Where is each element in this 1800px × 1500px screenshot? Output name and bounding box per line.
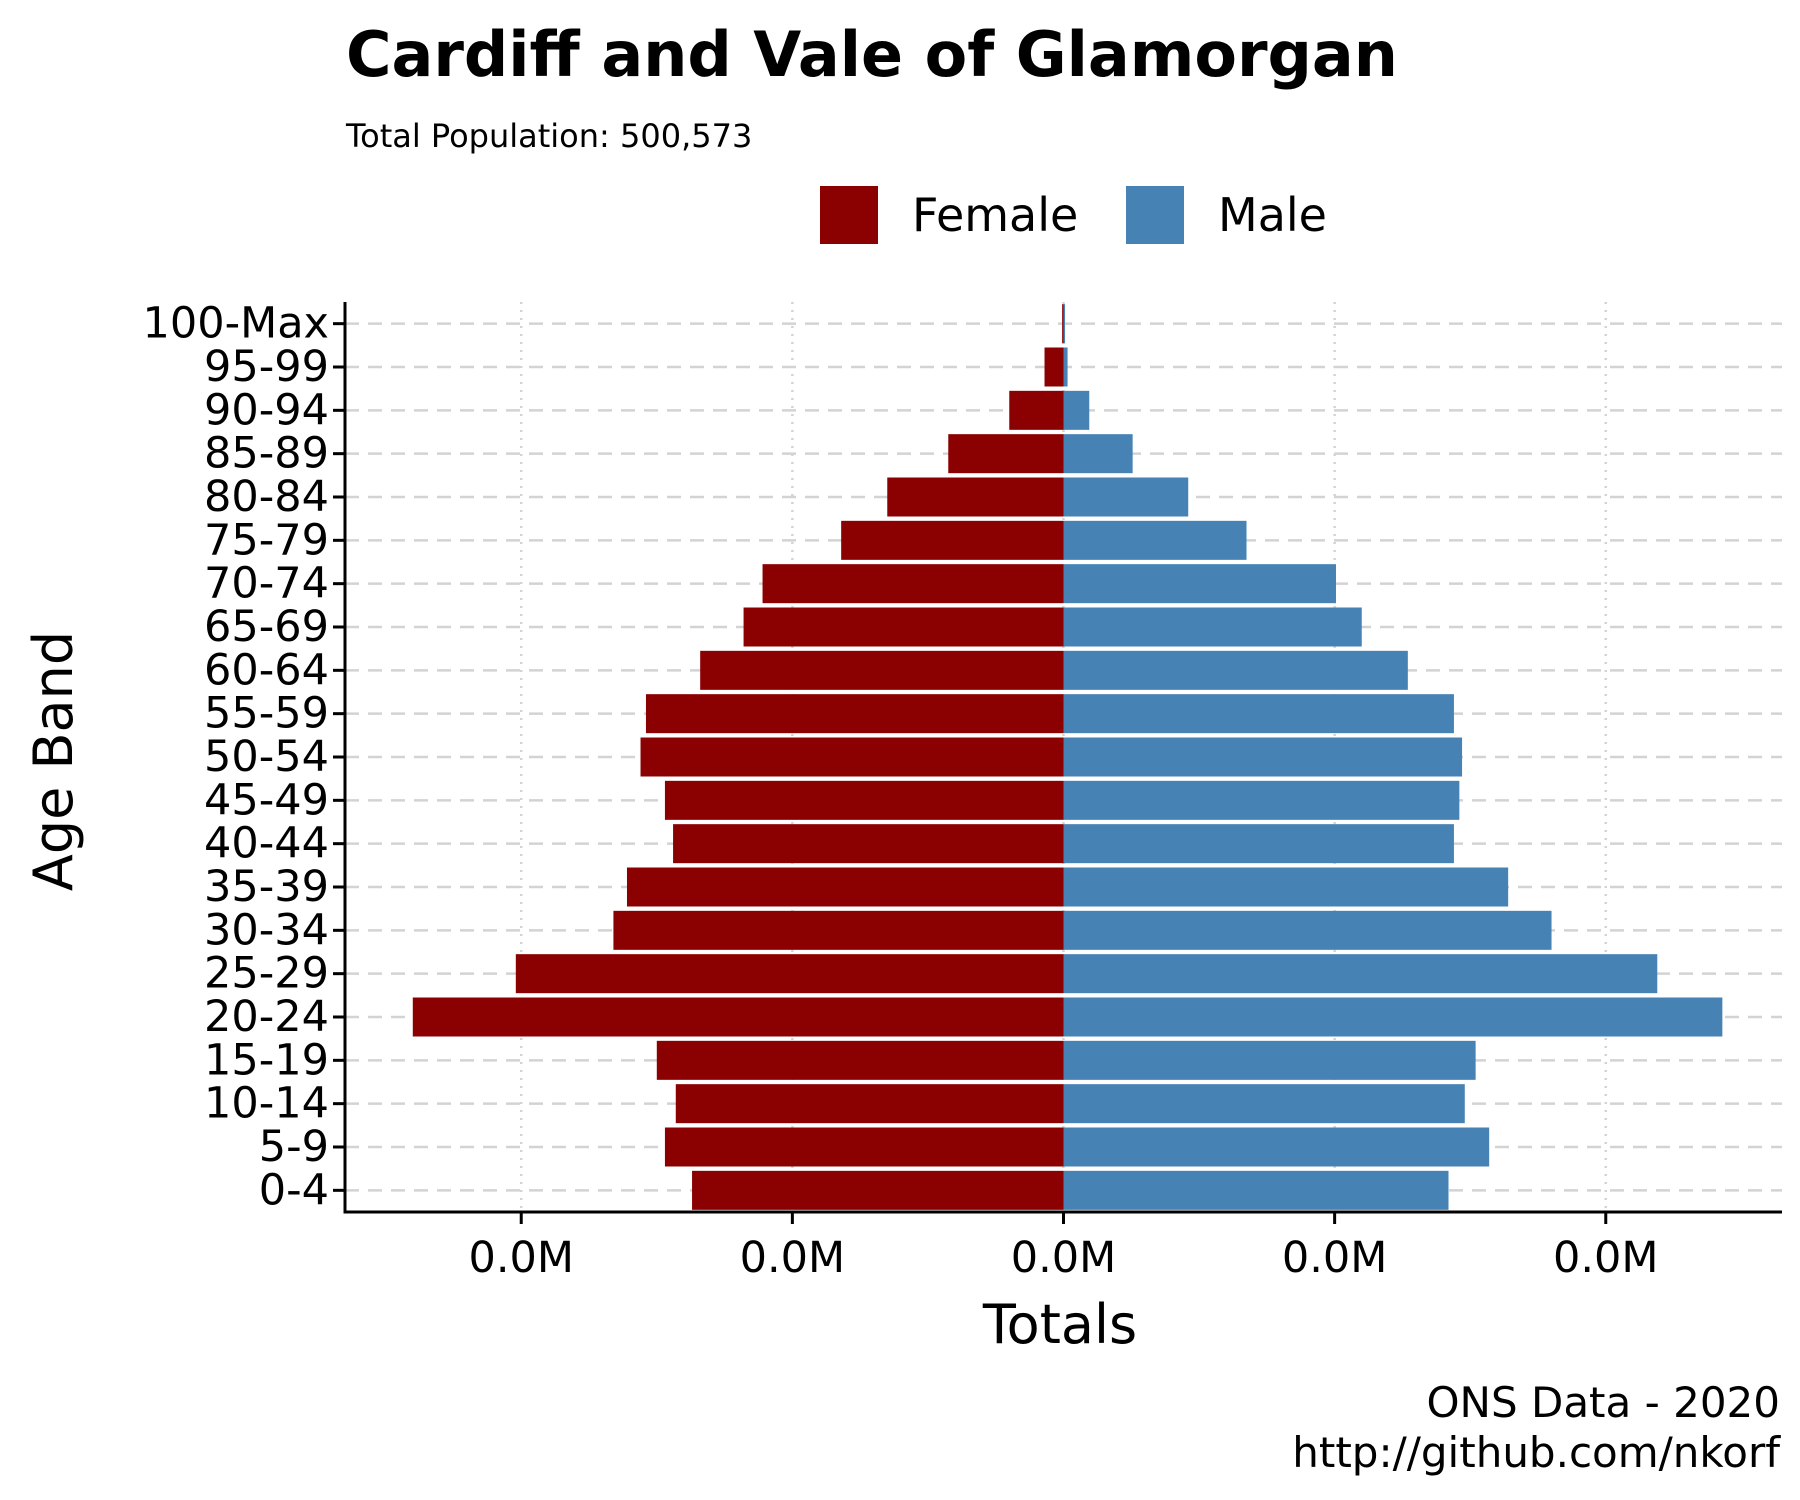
- legend-swatch-male: [1126, 186, 1184, 244]
- y-tick-label-50-54: 50-54: [204, 732, 329, 782]
- bar-female-25-29: [515, 954, 1064, 994]
- bar-male-50-54: [1063, 737, 1463, 777]
- y-tick-label-90-94: 90-94: [204, 385, 329, 435]
- bar-female-60-64: [700, 650, 1064, 690]
- y-tick-label-20-24: 20-24: [204, 992, 329, 1042]
- x-tick-label-2: 0.0M: [1011, 1233, 1116, 1283]
- bar-female-35-39: [626, 867, 1064, 907]
- bar-female-65-69: [743, 607, 1064, 647]
- y-tick-label-10-14: 10-14: [204, 1079, 329, 1129]
- x-tick-label-3: 0.0M: [1282, 1233, 1387, 1283]
- bar-male-45-49: [1063, 780, 1460, 820]
- chart-caption: ONS Data - 2020 http://github.com/nkorf: [1292, 1378, 1780, 1478]
- y-tick-label-55-59: 55-59: [204, 689, 329, 739]
- bar-female-5-9: [664, 1127, 1064, 1167]
- axis-layer: 0-45-910-1415-1920-2425-2930-3435-3940-4…: [143, 299, 1782, 1283]
- y-tick-label-30-34: 30-34: [204, 905, 329, 955]
- bar-male-0-4: [1063, 1170, 1449, 1210]
- y-axis-title: Age Band: [22, 631, 85, 891]
- bar-female-50-54: [640, 737, 1064, 777]
- y-tick-label-15-19: 15-19: [204, 1035, 329, 1085]
- bar-female-90-94: [1009, 390, 1064, 430]
- bar-female-20-24: [412, 997, 1064, 1037]
- bar-male-30-34: [1063, 910, 1552, 950]
- bar-male-35-39: [1063, 867, 1509, 907]
- bar-male-25-29: [1063, 954, 1658, 994]
- bar-male-10-14: [1063, 1084, 1465, 1124]
- y-tick-label-35-39: 35-39: [204, 862, 329, 912]
- bar-male-75-79: [1063, 520, 1247, 560]
- x-tick-label-4: 0.0M: [1553, 1233, 1658, 1283]
- bar-female-95-99: [1044, 347, 1064, 387]
- bar-male-100-Max: [1063, 304, 1065, 344]
- y-tick-label-85-89: 85-89: [204, 429, 329, 479]
- bar-male-15-19: [1063, 1040, 1476, 1080]
- y-tick-label-95-99: 95-99: [204, 342, 329, 392]
- bar-male-80-84: [1063, 477, 1189, 517]
- legend-item-male: Male: [1126, 184, 1327, 246]
- y-tick-label-100-Max: 100-Max: [143, 299, 330, 349]
- caption-source: ONS Data - 2020: [1426, 1378, 1780, 1427]
- bar-male-90-94: [1063, 390, 1090, 430]
- legend-item-female: Female: [820, 184, 1078, 246]
- y-tick-label-0-4: 0-4: [259, 1165, 329, 1215]
- bar-female-70-74: [762, 564, 1064, 604]
- bar-female-40-44: [673, 824, 1064, 864]
- bar-female-45-49: [664, 780, 1064, 820]
- y-tick-label-25-29: 25-29: [204, 949, 329, 999]
- bar-female-80-84: [887, 477, 1064, 517]
- bar-male-20-24: [1063, 997, 1723, 1037]
- y-tick-label-45-49: 45-49: [204, 775, 329, 825]
- bar-female-15-19: [656, 1040, 1064, 1080]
- bar-male-65-69: [1063, 607, 1362, 647]
- bar-male-60-64: [1063, 650, 1408, 690]
- y-tick-label-40-44: 40-44: [204, 819, 329, 869]
- bar-female-75-79: [841, 520, 1064, 560]
- x-tick-label-1: 0.0M: [740, 1233, 845, 1283]
- bar-female-0-4: [692, 1170, 1064, 1210]
- legend-label-male: Male: [1218, 188, 1327, 242]
- x-tick-label-0: 0.0M: [468, 1233, 573, 1283]
- bar-layer: [412, 304, 1723, 1210]
- bar-male-5-9: [1063, 1127, 1490, 1167]
- y-tick-label-60-64: 60-64: [204, 645, 329, 695]
- y-tick-label-5-9: 5-9: [259, 1122, 329, 1172]
- bar-female-55-59: [645, 694, 1064, 734]
- bar-female-85-89: [948, 434, 1064, 474]
- bar-male-70-74: [1063, 564, 1336, 604]
- bar-female-30-34: [613, 910, 1064, 950]
- bar-male-40-44: [1063, 824, 1454, 864]
- chart-title: Cardiff and Vale of Glamorgan: [346, 18, 1398, 91]
- y-tick-label-70-74: 70-74: [204, 559, 329, 609]
- x-axis-title: Totals: [982, 1293, 1137, 1356]
- chart-subtitle: Total Population: 500,573: [346, 117, 753, 155]
- bar-female-100-Max: [1062, 304, 1064, 344]
- bar-male-95-99: [1063, 347, 1068, 387]
- y-tick-label-75-79: 75-79: [204, 515, 329, 565]
- legend-label-female: Female: [912, 188, 1079, 242]
- caption-url: http://github.com/nkorf: [1292, 1428, 1780, 1477]
- bar-male-85-89: [1063, 434, 1133, 474]
- y-tick-label-80-84: 80-84: [204, 472, 329, 522]
- bar-female-10-14: [675, 1084, 1064, 1124]
- y-tick-label-65-69: 65-69: [204, 602, 329, 652]
- legend-swatch-female: [820, 186, 878, 244]
- bar-male-55-59: [1063, 694, 1454, 734]
